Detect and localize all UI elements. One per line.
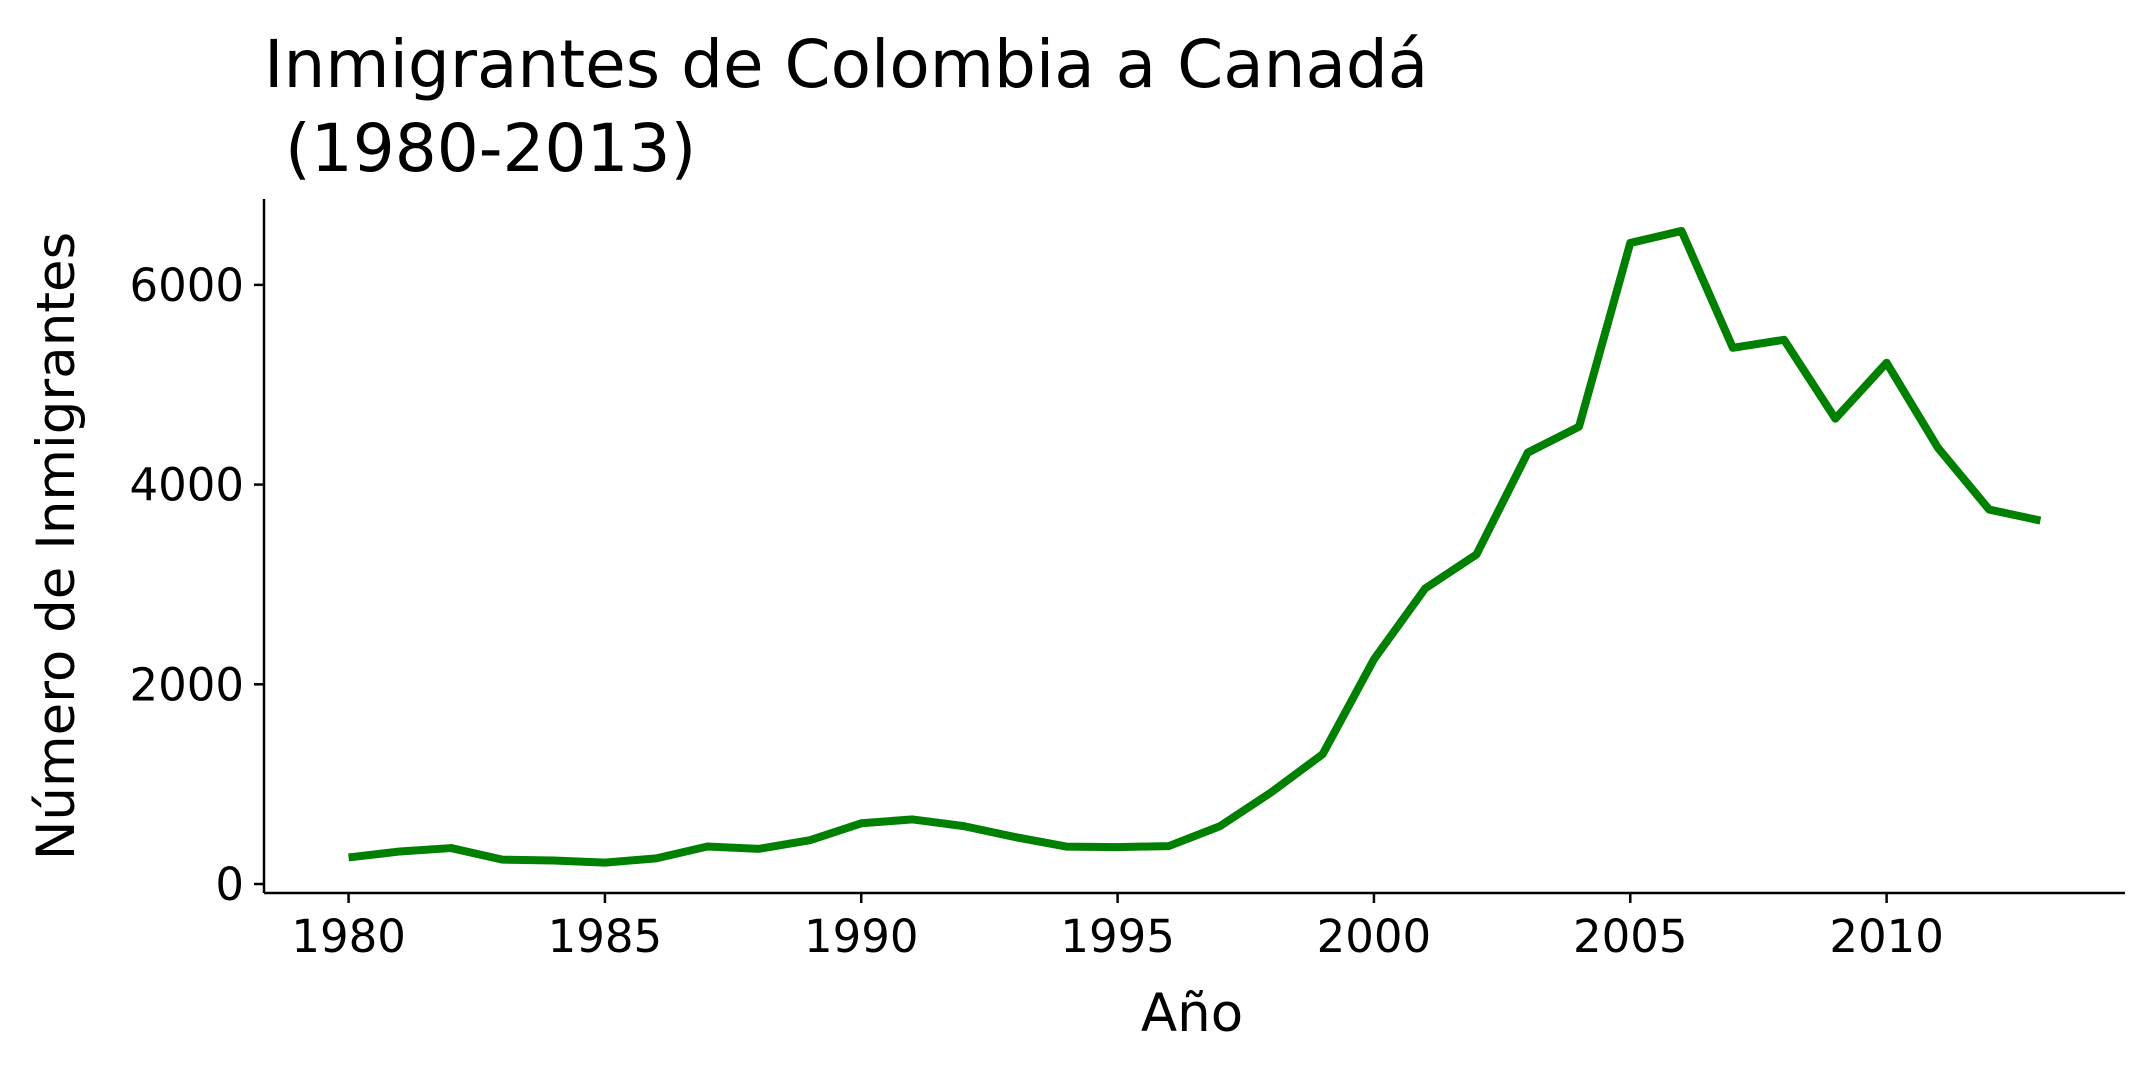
y-axis-label: Número de Inmigrantes [26,232,87,861]
series-group [348,226,2042,867]
y-tick-label: 4000 [129,459,244,512]
x-tick-label: 1995 [1060,910,1175,963]
x-tick-label: 1980 [291,910,406,963]
x-tick-label: 2010 [1829,910,1944,963]
y-tick-label: 0 [215,858,244,911]
x-axis-ticks: 1980 1985 1990 1995 2000 2005 2010 [291,893,1944,963]
axes [262,199,2125,895]
y-axis-ticks: 0 2000 4000 6000 [129,259,264,911]
x-tick-label: 1985 [548,910,663,963]
chart-title: Inmigrantes de Colombia a Canadá (1980-2… [264,26,1428,187]
series-line-0 [348,226,2042,867]
x-tick-label: 2005 [1573,910,1688,963]
y-tick-label: 2000 [129,658,244,711]
chart-title-text: Inmigrantes de Colombia a Canadá (1980-2… [264,26,1428,187]
x-tick-label: 1990 [804,910,919,963]
x-tick-label: 2000 [1317,910,1432,963]
x-axis-label: Año [1141,983,1243,1044]
y-tick-label: 6000 [129,259,244,312]
